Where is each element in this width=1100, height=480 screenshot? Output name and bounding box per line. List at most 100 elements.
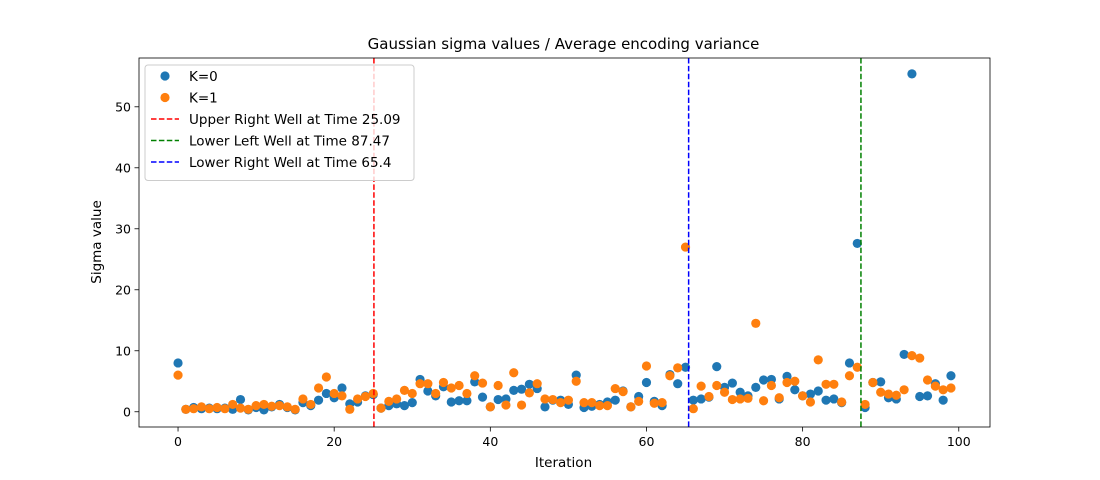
- y-axis-label: Sigma value: [89, 200, 105, 283]
- data-point: [196, 402, 207, 412]
- data-point: [821, 395, 831, 405]
- y-tick-label: 10: [115, 343, 131, 358]
- data-point: [353, 394, 363, 404]
- data-point: [891, 390, 901, 400]
- data-point: [938, 385, 948, 395]
- data-point: [290, 404, 300, 414]
- data-point: [532, 379, 542, 389]
- data-point: [766, 380, 776, 391]
- data-point: [259, 399, 269, 410]
- data-point: [899, 349, 909, 360]
- data-point: [313, 383, 324, 393]
- data-point: [852, 362, 862, 372]
- data-point: [844, 371, 855, 381]
- data-point: [673, 363, 683, 373]
- data-point: [844, 358, 855, 368]
- data-point: [493, 394, 503, 405]
- x-tick-label: 20: [326, 434, 342, 449]
- x-tick-label: 60: [639, 434, 655, 449]
- data-point: [579, 398, 589, 408]
- data-point: [407, 388, 417, 399]
- data-point: [477, 392, 488, 402]
- data-point: [821, 379, 831, 389]
- data-point: [540, 394, 550, 404]
- data-point: [751, 382, 761, 392]
- data-point: [805, 389, 816, 399]
- data-point: [462, 396, 472, 406]
- data-point: [618, 387, 628, 397]
- data-point: [587, 398, 597, 408]
- data-point: [790, 376, 800, 386]
- data-point: [641, 361, 652, 371]
- data-point: [360, 391, 371, 402]
- y-tick-label: 0: [123, 404, 131, 419]
- data-point: [399, 385, 410, 396]
- data-point: [485, 402, 495, 412]
- data-point: [626, 402, 636, 412]
- data-point: [696, 381, 706, 391]
- data-point: [688, 404, 698, 414]
- data-point: [946, 383, 956, 393]
- data-point: [220, 404, 230, 414]
- chart-title: Gaussian sigma values / Average encoding…: [368, 35, 760, 53]
- axes: 0 20 40 60 80 100 0 10 20 30 40 50: [115, 57, 991, 449]
- x-tick-label: 40: [482, 434, 498, 449]
- data-point: [431, 388, 441, 399]
- legend-label: Lower Right Well at Time 65.4: [189, 155, 391, 171]
- data-point: [228, 399, 238, 410]
- data-point: [415, 379, 425, 389]
- data-point: [384, 396, 394, 406]
- data-point: [454, 396, 464, 406]
- data-point: [337, 391, 347, 401]
- data-point: [571, 376, 581, 386]
- data-point: [181, 404, 191, 414]
- data-point: [712, 362, 722, 372]
- data-point: [470, 371, 480, 381]
- data-point: [399, 401, 410, 411]
- data-point: [321, 372, 331, 382]
- x-tick-label: 80: [795, 434, 811, 449]
- data-point: [235, 403, 246, 413]
- data-point: [899, 385, 909, 395]
- data-point: [798, 391, 808, 401]
- legend-label: Lower Left Well at Time 87.47: [189, 134, 390, 150]
- data-point: [946, 371, 956, 381]
- data-point: [267, 401, 277, 411]
- data-point: [501, 400, 511, 410]
- data-point: [727, 394, 737, 405]
- data-point: [313, 395, 324, 405]
- data-point: [673, 379, 683, 389]
- data-point: [189, 404, 199, 414]
- data-point: [829, 394, 839, 404]
- x-tick-label: 0: [174, 434, 182, 449]
- data-point: [477, 378, 488, 388]
- data-point: [212, 402, 222, 413]
- legend-box: [144, 64, 415, 181]
- data-point: [876, 377, 886, 387]
- data-point: [719, 387, 730, 397]
- data-point: [696, 394, 706, 404]
- data-point: [743, 393, 753, 403]
- data-point: [774, 393, 784, 403]
- data-point: [563, 395, 574, 405]
- data-point: [938, 395, 948, 405]
- data-point: [345, 404, 355, 414]
- y-tick-label: 20: [115, 282, 131, 297]
- data-point: [595, 401, 605, 411]
- data-point: [727, 378, 737, 388]
- data-point: [868, 377, 878, 388]
- data-point: [922, 391, 933, 401]
- data-point: [790, 385, 800, 395]
- data-point: [282, 402, 292, 412]
- data-point: [548, 394, 558, 405]
- data-point: [173, 358, 183, 368]
- data-point: [524, 388, 534, 398]
- data-point: [782, 377, 792, 388]
- data-point: [876, 387, 886, 397]
- data-point: [907, 351, 917, 361]
- data-point: [407, 398, 417, 408]
- y-tick-label: 40: [115, 160, 131, 175]
- data-point: [610, 395, 620, 405]
- data-point: [735, 394, 745, 404]
- data-point: [493, 380, 503, 391]
